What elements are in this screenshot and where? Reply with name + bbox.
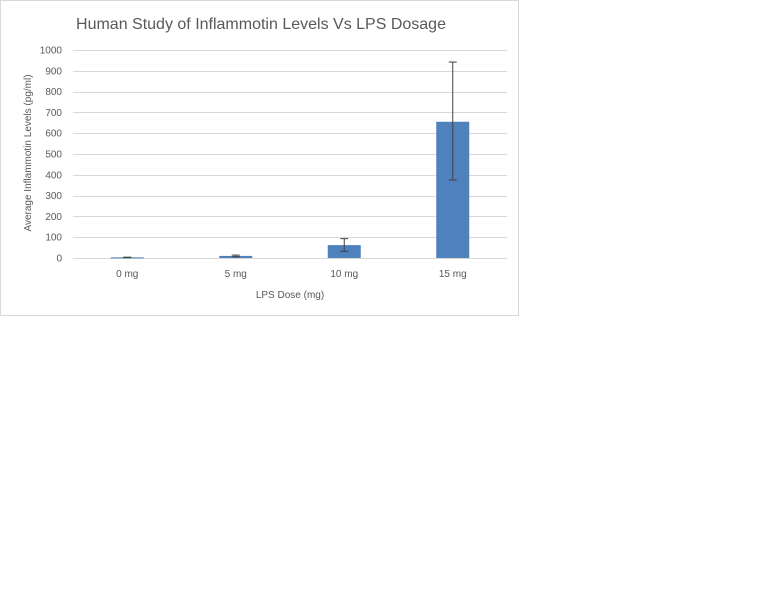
x-tick-label: 15 mg	[439, 269, 467, 280]
y-tick-label: 300	[45, 191, 62, 202]
gridlines	[73, 50, 507, 259]
error-bars	[123, 61, 457, 259]
y-tick-label: 1000	[40, 46, 63, 57]
y-tick-label: 500	[45, 150, 62, 161]
chart-frame: Human Study of Inflammotin Levels Vs LPS…	[0, 0, 519, 316]
bar-chart: Human Study of Inflammotin Levels Vs LPS…	[23, 16, 507, 301]
x-tick-label: 5 mg	[225, 269, 247, 280]
y-tick-label: 0	[56, 254, 62, 265]
y-tick-label: 800	[45, 87, 62, 98]
y-tick-label: 700	[45, 108, 62, 119]
chart-title: Human Study of Inflammotin Levels Vs LPS…	[76, 16, 446, 33]
y-tick-label: 200	[45, 212, 62, 223]
y-axis-title: Average Inflammotin Levels (pg/ml)	[23, 74, 34, 231]
x-axis-title: LPS Dose (mg)	[256, 290, 324, 301]
y-tick-label: 100	[45, 233, 62, 244]
x-tick-label: 10 mg	[330, 269, 358, 280]
x-axis-ticks: 0 mg 5 mg 10 mg 15 mg	[116, 269, 467, 280]
x-tick-label: 0 mg	[116, 269, 138, 280]
y-tick-label: 900	[45, 66, 62, 77]
y-tick-label: 400	[45, 170, 62, 181]
y-axis-ticks: 0 100 200 300 400 500 600 700 800 900 1000	[40, 46, 63, 265]
y-tick-label: 600	[45, 129, 62, 140]
